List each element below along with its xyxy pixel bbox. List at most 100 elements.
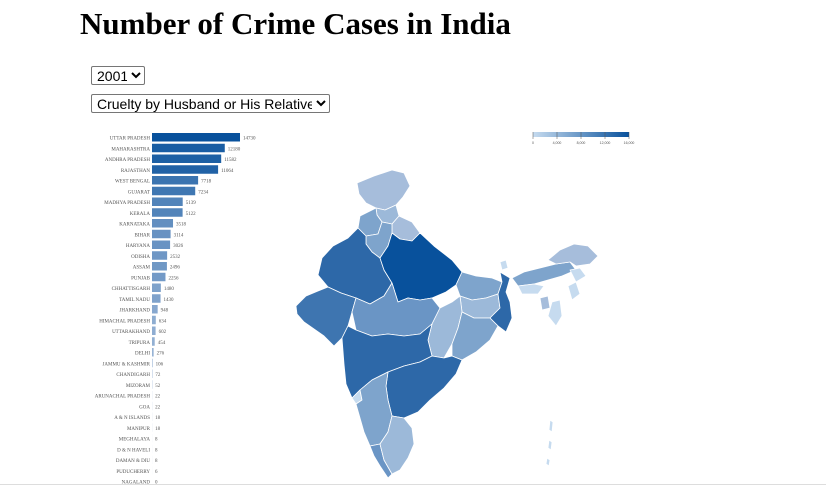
bar-value-label: 1480 [164, 287, 175, 292]
legend-tick-label: 0 [532, 141, 534, 145]
bar-value-label: 12180 [228, 147, 241, 152]
legend-tick-label: 8,000 [577, 141, 586, 145]
legend-tick-label: 4,000 [553, 141, 562, 145]
bar-value-label: 3114 [174, 233, 184, 238]
bar-category-label: DAMAN & DIU [116, 459, 151, 464]
bar[interactable] [152, 229, 171, 239]
bar[interactable] [152, 294, 161, 303]
year-select[interactable]: 2001 [91, 66, 145, 85]
bar[interactable] [152, 251, 168, 260]
state-assam[interactable] [511, 261, 577, 287]
bar-value-label: 634 [159, 319, 167, 324]
bar-value-label: 18 [155, 427, 161, 432]
crime-type-select[interactable]: Cruelty by Husband or His Relatives [91, 94, 330, 113]
state-manipur[interactable] [567, 281, 581, 301]
bar[interactable] [152, 176, 199, 185]
state-odisha[interactable] [451, 311, 499, 361]
bar-category-label: KERALA [130, 212, 151, 217]
bar-value-label: 11582 [224, 158, 237, 163]
bar-category-label: CHHATTISGARH [112, 287, 151, 292]
state-meghalaya[interactable] [517, 283, 545, 295]
bar[interactable] [152, 326, 156, 336]
bar-category-label: JHARKHAND [119, 309, 150, 314]
bar[interactable] [152, 154, 222, 164]
bar-value-label: 72 [155, 373, 161, 378]
bar[interactable] [152, 165, 219, 174]
bar[interactable] [152, 219, 174, 228]
state-uttar-pradesh[interactable] [379, 232, 463, 303]
bar[interactable] [152, 208, 183, 217]
bar-category-label: UTTAR PRADESH [110, 137, 151, 142]
bar-value-label: 3026 [173, 244, 184, 249]
bar-category-label: ANDHRA PRADESH [105, 158, 151, 163]
bar-category-label: GOA [139, 405, 150, 410]
bar[interactable] [152, 186, 196, 196]
state-karnataka[interactable] [355, 371, 393, 447]
bar-value-label: 6 [155, 470, 158, 475]
bar-value-label: 5122 [186, 212, 197, 217]
state-tripura[interactable] [539, 295, 551, 311]
state-arunachal-pradesh[interactable] [547, 243, 599, 267]
bar-category-label: TRIPURA [129, 341, 151, 346]
bar-value-label: 7718 [201, 180, 212, 185]
bar-category-label: UTTARAKHAND [112, 330, 150, 335]
map-legend: 0 4,000 8,000 12,000 16,000 [532, 132, 634, 145]
bar-value-label: 1430 [164, 298, 175, 303]
bar-value-label: 11064 [221, 169, 234, 174]
bar-value-label: 2496 [170, 266, 181, 271]
bar-category-label: ODISHA [131, 255, 150, 260]
state-nagaland[interactable] [569, 267, 587, 283]
state-west-bengal[interactable] [489, 271, 513, 333]
bar-category-label: PUNJAB [131, 276, 151, 281]
territory-andaman-nicobar[interactable] [545, 419, 554, 467]
bar-value-label: 602 [159, 330, 167, 335]
bar-category-label: HIMACHAL PRADESH [99, 319, 150, 324]
state-tamil-nadu[interactable] [379, 415, 415, 475]
bar-value-label: 948 [161, 309, 169, 314]
bar-value-label: 52 [155, 384, 161, 389]
bar[interactable] [152, 133, 240, 142]
bar-value-label: 22 [155, 405, 161, 410]
bar-value-label: 8 [155, 459, 158, 464]
bar-value-label: 106 [156, 362, 164, 367]
bar[interactable] [152, 305, 158, 314]
bar[interactable] [152, 315, 156, 325]
bar[interactable] [152, 358, 153, 368]
state-jammu-kashmir[interactable] [356, 169, 411, 211]
bar-category-label: RAJASTHAN [121, 169, 151, 174]
bar-category-label: MEGHALAYA [119, 438, 151, 443]
bar[interactable] [152, 143, 225, 153]
bar[interactable] [152, 197, 183, 207]
bar-category-label: CHANDIGARH [116, 373, 150, 378]
bar[interactable] [152, 240, 171, 250]
bar-category-label: WEST BENGAL [115, 180, 150, 185]
bar-value-label: 3518 [176, 223, 187, 228]
bar-category-label: D & N HAVELI [117, 448, 150, 453]
bar-value-label: 5139 [186, 201, 197, 206]
bar[interactable] [152, 348, 154, 357]
page-divider [0, 484, 826, 485]
bar-category-label: A & N ISLANDS [114, 416, 150, 421]
bar-value-label: 454 [158, 341, 166, 346]
state-sikkim[interactable] [499, 259, 509, 271]
legend-tick-label: 16,000 [624, 141, 635, 145]
bar-category-label: MAHARASHTRA [111, 147, 150, 152]
bar[interactable] [152, 337, 155, 346]
bar[interactable] [152, 283, 161, 293]
bar-value-label: 8 [155, 438, 158, 443]
bar-category-label: ARUNACHAL PRADESH [95, 395, 151, 400]
bar-category-label: HARYANA [126, 244, 151, 249]
bar[interactable] [152, 262, 167, 271]
legend-tick-label: 12,000 [600, 141, 611, 145]
bar-category-label: BIHAR [134, 233, 150, 238]
bar-value-label: 8 [155, 448, 158, 453]
bar-category-label: DELHI [135, 352, 150, 357]
state-bar-chart: UTTAR PRADESH 14730 MAHARASHTRA 12180 ANDHRA… [95, 133, 256, 486]
state-mizoram[interactable] [547, 299, 563, 327]
bar-category-label: MADHYA PRADESH [104, 201, 150, 206]
bar[interactable] [152, 272, 166, 282]
bar-value-label: 14730 [243, 137, 256, 142]
bar-category-label: NAGALAND [122, 481, 151, 486]
bar-category-label: ASSAM [133, 266, 151, 271]
